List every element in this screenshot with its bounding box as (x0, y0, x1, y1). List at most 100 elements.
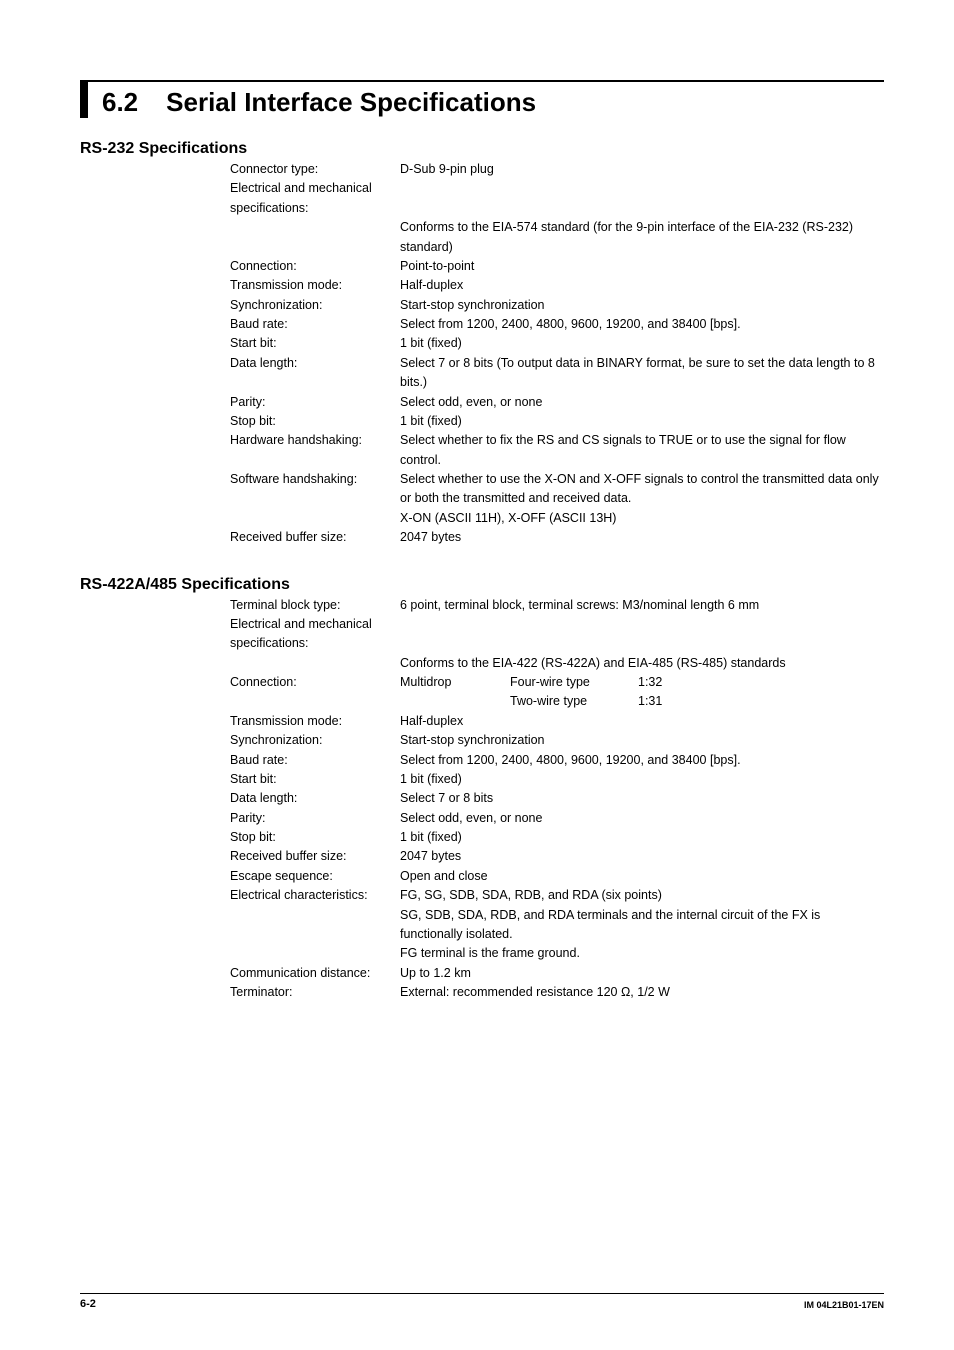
spec-label: Parity: (230, 809, 400, 828)
spec-row: Start bit:1 bit (fixed) (230, 770, 884, 789)
spec-label: Connection: (230, 257, 400, 276)
spec-row: Connection:Point-to-point (230, 257, 884, 276)
spec-row: Received buffer size:2047 bytes (230, 847, 884, 866)
spec-value-columns: MultidropFour-wire type1:32 (400, 673, 884, 692)
spec-label: Received buffer size: (230, 528, 400, 547)
spec-label: Hardware handshaking: (230, 431, 400, 450)
spec-value: MultidropFour-wire type1:32 (400, 673, 884, 692)
spec-row: Hardware handshaking:Select whether to f… (230, 431, 884, 470)
spec-row: FG terminal is the frame ground. (230, 944, 884, 963)
spec-row: Electrical and mechanical specifications… (230, 615, 884, 654)
spec-value: Up to 1.2 km (400, 964, 884, 983)
spec-label: Electrical and mechanical specifications… (230, 179, 400, 218)
spec-value: D-Sub 9-pin plug (400, 160, 884, 179)
spec-label: Synchronization: (230, 296, 400, 315)
spec-row: Software handshaking:Select whether to u… (230, 470, 884, 509)
spec-value: Select from 1200, 2400, 4800, 9600, 1920… (400, 751, 884, 770)
spec-row: Electrical and mechanical specifications… (230, 179, 884, 218)
rs232-spec-block: Connector type:D-Sub 9-pin plugElectrica… (230, 160, 884, 548)
spec-value: Select whether to fix the RS and CS sign… (400, 431, 884, 470)
spec-label: Electrical and mechanical specifications… (230, 615, 400, 654)
spec-row: Electrical characteristics:FG, SG, SDB, … (230, 886, 884, 905)
section-number: 6.2 (102, 87, 138, 118)
spec-row: Start bit:1 bit (fixed) (230, 334, 884, 353)
spec-value: Select odd, even, or none (400, 809, 884, 828)
spec-row: Parity:Select odd, even, or none (230, 809, 884, 828)
spec-label: Connector type: (230, 160, 400, 179)
spec-row: Connection:MultidropFour-wire type1:32 (230, 673, 884, 692)
spec-value: 6 point, terminal block, terminal screws… (400, 596, 884, 615)
spec-label: Terminal block type: (230, 596, 400, 615)
spec-col1 (400, 692, 510, 711)
spec-row: Received buffer size:2047 bytes (230, 528, 884, 547)
page-footer: 6-2 IM 04L21B01-17EN (80, 1293, 884, 1310)
spec-value: Two-wire type1:31 (400, 692, 884, 711)
spec-label: Baud rate: (230, 315, 400, 334)
spec-value: Half-duplex (400, 276, 884, 295)
spec-row: Data length:Select 7 or 8 bits (To outpu… (230, 354, 884, 393)
spec-value: 1 bit (fixed) (400, 334, 884, 353)
spec-value: Select 7 or 8 bits (400, 789, 884, 808)
spec-value: 1 bit (fixed) (400, 828, 884, 847)
spec-label: Transmission mode: (230, 276, 400, 295)
spec-label: Start bit: (230, 770, 400, 789)
spec-label: Received buffer size: (230, 847, 400, 866)
spec-label: Data length: (230, 789, 400, 808)
rs422-spec-block: Terminal block type:6 point, terminal bl… (230, 596, 884, 1003)
spec-row: Synchronization:Start-stop synchronizati… (230, 731, 884, 750)
spec-value-columns: Two-wire type1:31 (400, 692, 884, 711)
spec-value: Select 7 or 8 bits (To output data in BI… (400, 354, 884, 393)
spec-label: Electrical characteristics: (230, 886, 400, 905)
spec-row: Stop bit:1 bit (fixed) (230, 828, 884, 847)
spec-value: 2047 bytes (400, 847, 884, 866)
spec-value: Conforms to the EIA-422 (RS-422A) and EI… (400, 654, 884, 673)
footer-page-number: 6-2 (80, 1298, 96, 1310)
spec-row: SG, SDB, SDA, RDB, and RDA terminals and… (230, 906, 884, 945)
spec-row: Conforms to the EIA-574 standard (for th… (230, 218, 884, 257)
spec-value: Select from 1200, 2400, 4800, 9600, 1920… (400, 315, 884, 334)
spec-value: Conforms to the EIA-574 standard (for th… (400, 218, 884, 257)
page-container: 6.2 Serial Interface Specifications RS-2… (0, 0, 954, 1350)
spec-label: Baud rate: (230, 751, 400, 770)
spec-row: Connector type:D-Sub 9-pin plug (230, 160, 884, 179)
rs232-heading: RS-232 Specifications (80, 140, 884, 158)
spec-label: Start bit: (230, 334, 400, 353)
spec-row: Baud rate:Select from 1200, 2400, 4800, … (230, 315, 884, 334)
spec-value: Select odd, even, or none (400, 393, 884, 412)
spec-row: Parity:Select odd, even, or none (230, 393, 884, 412)
spec-label: Terminator: (230, 983, 400, 1002)
spec-value: Point-to-point (400, 257, 884, 276)
spec-value: 1 bit (fixed) (400, 770, 884, 789)
spec-row: Two-wire type1:31 (230, 692, 884, 711)
spec-row: Communication distance:Up to 1.2 km (230, 964, 884, 983)
spec-row: Baud rate:Select from 1200, 2400, 4800, … (230, 751, 884, 770)
spec-value: FG terminal is the frame ground. (400, 944, 884, 963)
spec-value: Select whether to use the X-ON and X-OFF… (400, 470, 884, 509)
spec-row: Data length:Select 7 or 8 bits (230, 789, 884, 808)
spec-label: Transmission mode: (230, 712, 400, 731)
spec-row: Conforms to the EIA-422 (RS-422A) and EI… (230, 654, 884, 673)
spec-col3: 1:31 (638, 692, 884, 711)
footer-doc-id: IM 04L21B01-17EN (804, 1298, 884, 1310)
spec-value: SG, SDB, SDA, RDB, and RDA terminals and… (400, 906, 884, 945)
spec-value: External: recommended resistance 120 Ω, … (400, 983, 884, 1002)
spec-row: Terminator:External: recommended resista… (230, 983, 884, 1002)
spec-label: Stop bit: (230, 828, 400, 847)
spec-value: Open and close (400, 867, 884, 886)
rs422-heading: RS-422A/485 Specifications (80, 576, 884, 594)
section-title: Serial Interface Specifications (166, 87, 536, 118)
spec-label: Parity: (230, 393, 400, 412)
spec-value: Start-stop synchronization (400, 296, 884, 315)
spec-value: X-ON (ASCII 11H), X-OFF (ASCII 13H) (400, 509, 884, 528)
spec-row: Transmission mode:Half-duplex (230, 276, 884, 295)
spec-label: Software handshaking: (230, 470, 400, 489)
spec-label: Escape sequence: (230, 867, 400, 886)
spec-value: 1 bit (fixed) (400, 412, 884, 431)
spec-value: FG, SG, SDB, SDA, RDB, and RDA (six poin… (400, 886, 884, 905)
spec-label: Synchronization: (230, 731, 400, 750)
spec-row: Synchronization:Start-stop synchronizati… (230, 296, 884, 315)
spec-row: X-ON (ASCII 11H), X-OFF (ASCII 13H) (230, 509, 884, 528)
spec-label: Communication distance: (230, 964, 400, 983)
spec-label: Stop bit: (230, 412, 400, 431)
spec-value: Start-stop synchronization (400, 731, 884, 750)
